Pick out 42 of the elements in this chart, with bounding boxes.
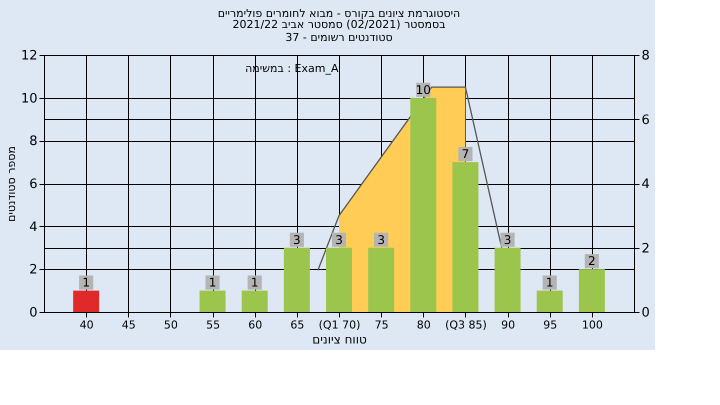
y-tick-label: 6 <box>29 177 38 192</box>
data-label: 3 <box>377 232 385 247</box>
data-label: 1 <box>82 276 90 290</box>
x-tick-label: 80 <box>416 318 431 332</box>
data-label: 1 <box>250 276 259 290</box>
x-tick-label: 50 <box>164 318 178 332</box>
y-tick-label: 2 <box>29 262 38 278</box>
data-label: 10 <box>416 82 431 97</box>
x-tick-label: 75 <box>374 318 389 332</box>
x-tick-label: 95 <box>543 318 558 332</box>
x-tick-label: (Q3 85) <box>445 318 487 332</box>
data-label: 3 <box>504 232 512 247</box>
data-label: 3 <box>293 232 301 247</box>
x-tick-label: 65 <box>290 318 304 332</box>
y-tick-label: 0 <box>29 306 38 320</box>
x-tick-label: 100 <box>582 318 603 332</box>
text: סטודנטים רשומים - 37 <box>285 31 393 44</box>
x-tick-label: 55 <box>206 318 220 332</box>
x-tick-label: 40 <box>80 318 94 332</box>
data-label: 2 <box>588 254 596 268</box>
y2-tick-label: 4 <box>642 177 650 192</box>
x-axis-title: טווח ציונים <box>312 332 367 346</box>
text: בסמסטר (02/2021) סמסטר אביב 2021/22 <box>232 18 446 31</box>
x-tick-label: 60 <box>248 318 262 332</box>
y2-tick-label: 6 <box>642 112 650 128</box>
data-label: 7 <box>462 147 470 162</box>
x-tick-label: 45 <box>122 318 136 332</box>
x-tick-label: 90 <box>501 318 516 332</box>
y-axis-title: מספר סטודנטים <box>4 146 18 222</box>
bar <box>410 98 436 312</box>
data-label: 1 <box>208 276 216 290</box>
y2-tick-label: 0 <box>642 306 650 320</box>
y-tick-label: 8 <box>29 134 38 150</box>
x-tick-label: (Q1 70) <box>318 318 360 332</box>
y2-tick-label: 8 <box>642 48 650 64</box>
data-label: 3 <box>335 232 343 247</box>
y-tick-label: 4 <box>29 220 38 235</box>
y-tick-label: 12 <box>20 48 38 64</box>
y-tick-label: 10 <box>20 91 38 106</box>
chart-title: היסטוגרמת ציונים בקורס - מבוא לחומרים פולימריים <box>218 7 460 20</box>
y2-tick-label: 2 <box>642 241 650 256</box>
data-label: 1 <box>546 276 554 290</box>
